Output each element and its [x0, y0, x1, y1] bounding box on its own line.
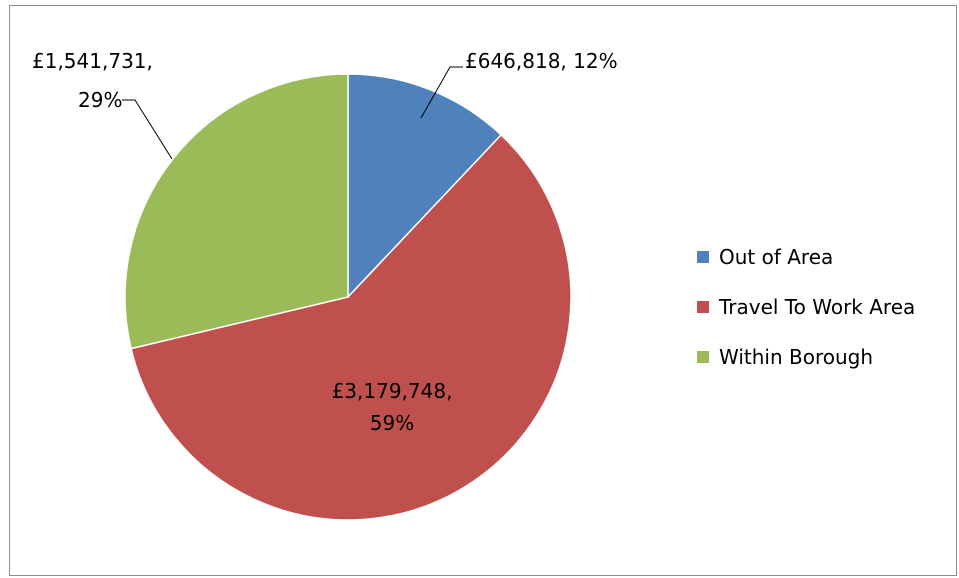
legend-item-within-borough: Within Borough	[697, 332, 915, 382]
legend-label-out-of-area: Out of Area	[719, 245, 834, 269]
legend: Out of Area Travel To Work Area Within B…	[697, 232, 915, 382]
data-label-travel-to-work-area-line1: £3,179,748,	[332, 379, 453, 403]
pie-slice-out-of-area	[347, 73, 503, 299]
pie-slice-travel-to-work-area	[130, 133, 572, 521]
pie-slices	[124, 73, 572, 521]
leader-lines	[122, 66, 463, 160]
legend-swatch-within-borough	[697, 351, 709, 363]
leader-line-out-of-area	[420, 66, 463, 119]
data-label-within-borough-line1: £1,541,731,	[32, 49, 153, 73]
legend-label-within-borough: Within Borough	[719, 345, 874, 369]
data-label-out-of-area: £646,818, 12%	[465, 49, 618, 73]
pie-slice-within-borough	[124, 73, 349, 350]
legend-item-travel-to-work-area: Travel To Work Area	[697, 282, 915, 332]
legend-swatch-travel-to-work-area	[697, 301, 709, 313]
data-labels: £646,818, 12% £3,179,748, 59% £1,541,731…	[32, 49, 618, 435]
data-label-within-borough-line2: 29%	[78, 88, 122, 112]
legend-swatch-out-of-area	[697, 251, 709, 263]
leader-line-within-borough	[122, 99, 173, 160]
legend-item-out-of-area: Out of Area	[697, 232, 915, 282]
data-label-travel-to-work-area-line2: 59%	[370, 411, 414, 435]
legend-label-travel-to-work-area: Travel To Work Area	[719, 295, 916, 319]
